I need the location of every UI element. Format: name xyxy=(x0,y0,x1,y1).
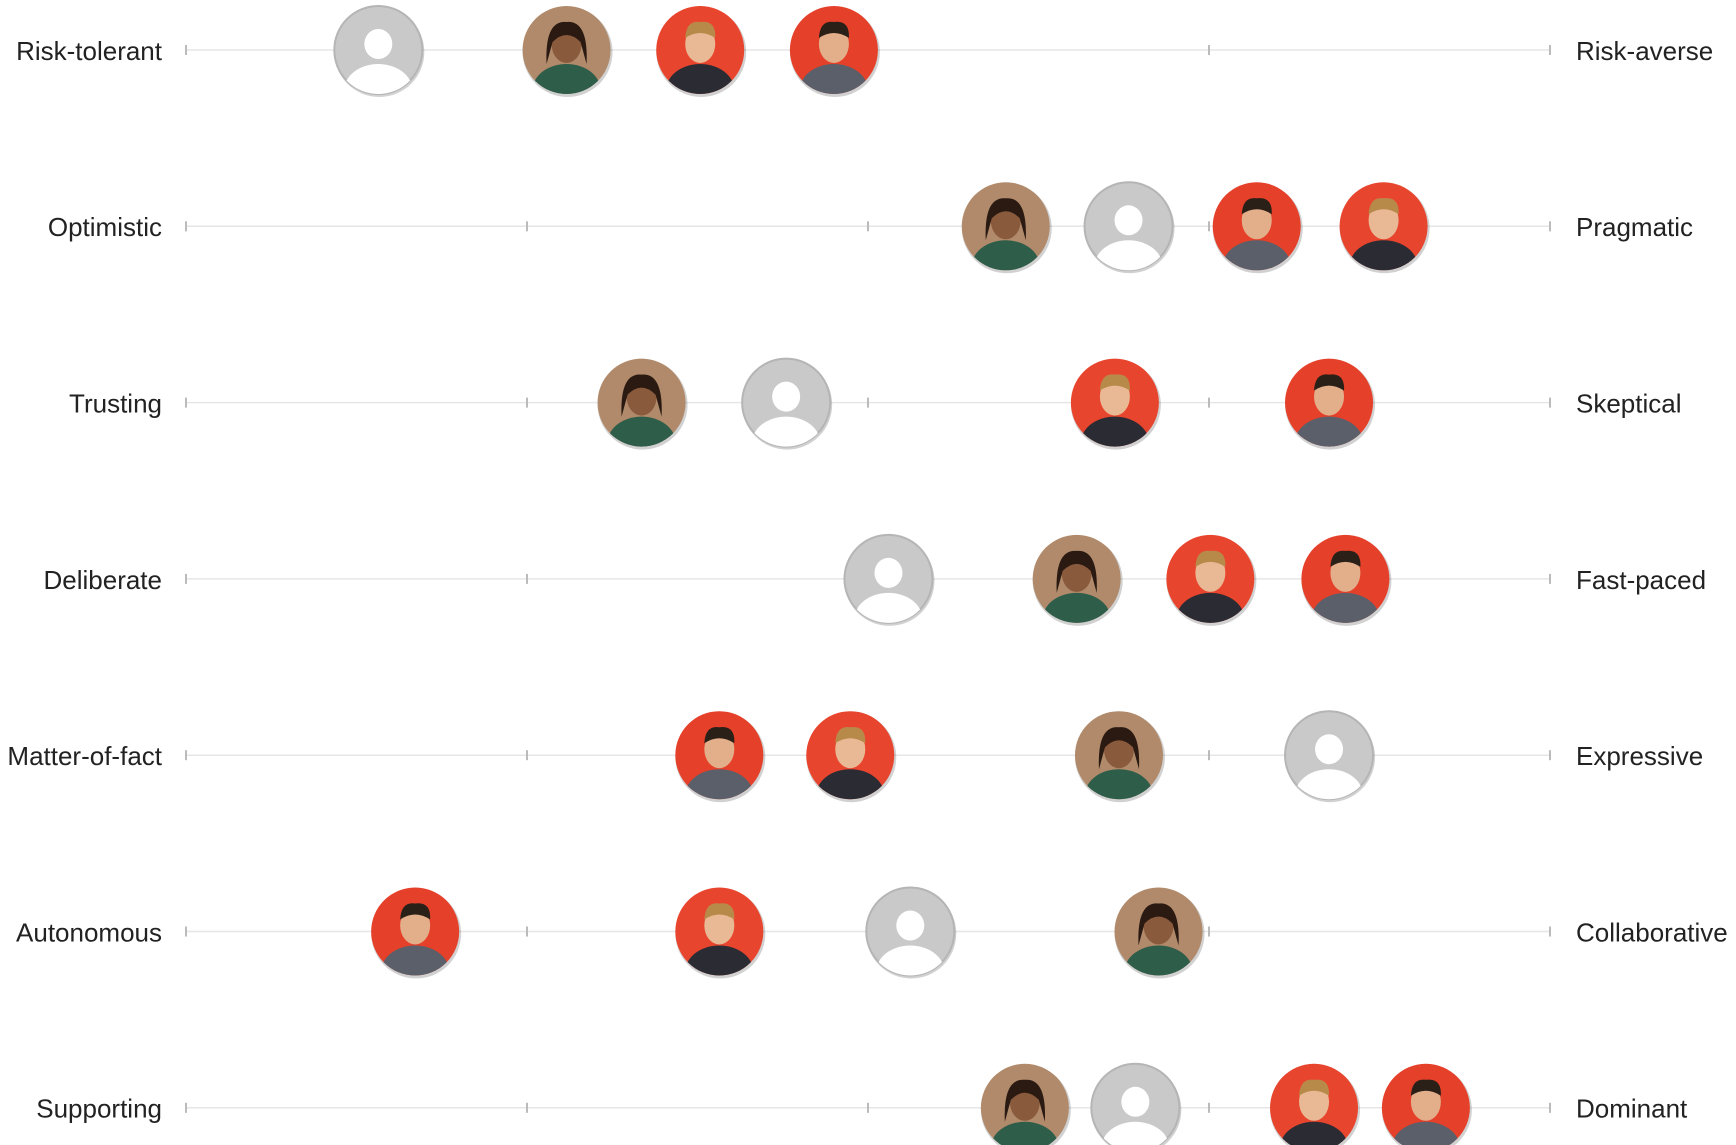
right-label: Risk-averse xyxy=(1576,36,1713,66)
avatar xyxy=(1075,711,1165,821)
avatar xyxy=(866,888,956,998)
left-label: Trusting xyxy=(69,388,162,418)
left-label: Risk-tolerant xyxy=(16,36,163,66)
avatar xyxy=(790,6,880,116)
avatar xyxy=(1301,535,1391,645)
avatar-head xyxy=(874,558,902,588)
avatar xyxy=(1091,1064,1181,1145)
avatar xyxy=(334,6,424,116)
left-label: Supporting xyxy=(36,1094,162,1124)
right-label: Expressive xyxy=(1576,741,1703,771)
avatar xyxy=(742,359,832,469)
avatar-head xyxy=(1121,1087,1149,1117)
avatar xyxy=(371,888,461,998)
avatar-head xyxy=(772,382,800,412)
avatar-head xyxy=(1315,734,1343,764)
avatar-head xyxy=(896,911,924,941)
avatar xyxy=(1382,1064,1472,1145)
right-label: Pragmatic xyxy=(1576,212,1693,242)
avatar xyxy=(1285,359,1375,469)
avatar xyxy=(523,6,613,116)
avatar-head xyxy=(364,29,392,59)
avatar-head xyxy=(1115,205,1143,235)
avatar xyxy=(1213,182,1303,292)
avatar xyxy=(1033,535,1123,645)
avatar xyxy=(1285,711,1375,821)
avatar xyxy=(1340,182,1430,292)
avatar xyxy=(1166,535,1256,645)
avatar xyxy=(675,888,765,998)
avatar xyxy=(844,535,934,645)
spectrum-chart: Risk-tolerant Risk-averse Optimistic Pragma… xyxy=(0,0,1736,1145)
right-label: Fast-paced xyxy=(1576,565,1706,595)
avatar xyxy=(806,711,896,821)
left-label: Matter-of-fact xyxy=(7,741,162,771)
left-label: Optimistic xyxy=(48,212,162,242)
right-label: Dominant xyxy=(1576,1094,1688,1124)
left-label: Deliberate xyxy=(43,565,162,595)
left-label: Autonomous xyxy=(16,917,162,947)
right-label: Skeptical xyxy=(1576,388,1682,418)
avatar xyxy=(656,6,746,116)
avatar xyxy=(1071,359,1161,469)
avatar xyxy=(1085,182,1175,292)
avatar xyxy=(962,182,1052,292)
avatar xyxy=(981,1064,1071,1145)
avatar xyxy=(1270,1064,1360,1145)
avatar xyxy=(1115,888,1205,998)
right-label: Collaborative xyxy=(1576,917,1728,947)
avatar xyxy=(598,359,688,469)
avatar xyxy=(675,711,765,821)
